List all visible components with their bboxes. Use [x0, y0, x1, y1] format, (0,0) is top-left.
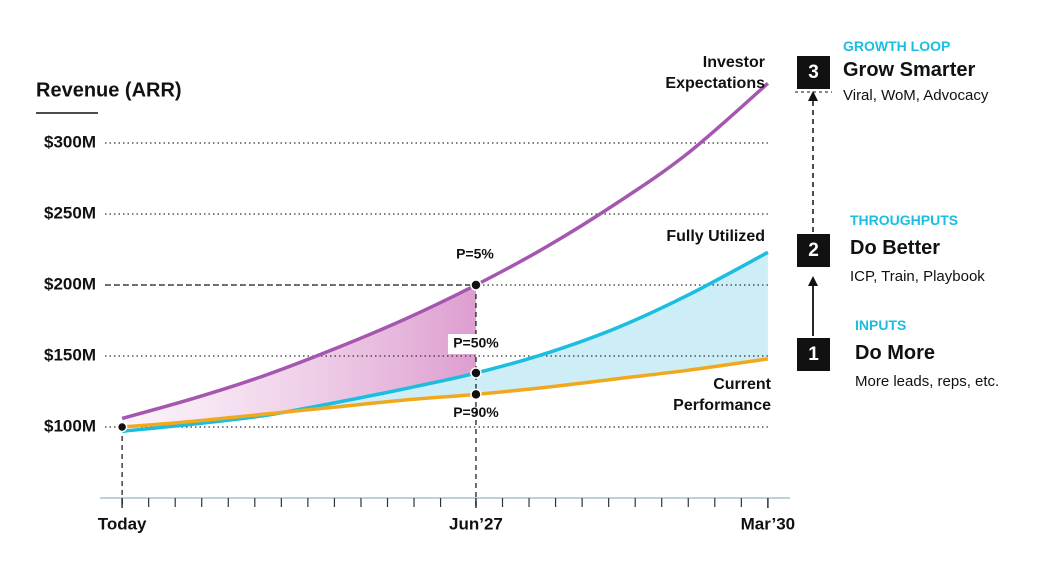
step-title: Grow Smarter — [843, 59, 976, 81]
y-axis-label: Revenue (ARR) — [36, 79, 182, 101]
series-line — [121, 357, 769, 429]
x-tick-label: Jun’27 — [449, 514, 503, 533]
arrow-head — [808, 276, 818, 286]
annotation: P=5% — [456, 246, 494, 262]
step-category: INPUTS — [855, 317, 907, 333]
y-tick-label: $150M — [44, 345, 96, 364]
step-subtitle: Viral, WoM, Advocacy — [843, 87, 989, 104]
point — [470, 367, 482, 379]
step-subtitle: More leads, reps, etc. — [855, 373, 1000, 390]
annotation: P=90% — [453, 404, 499, 420]
annotation: P=50% — [453, 335, 499, 351]
start-point — [116, 421, 128, 433]
series-line — [121, 250, 769, 434]
step-title: Do Better — [850, 237, 941, 259]
series-label: Fully Utilized — [666, 228, 765, 245]
arrow-head — [808, 91, 818, 101]
x-tick-label: Mar’30 — [741, 514, 796, 533]
step-category: GROWTH LOOP — [843, 38, 951, 54]
step-number: 1 — [797, 338, 830, 371]
point — [470, 388, 482, 401]
x-tick-label: Today — [98, 514, 147, 533]
y-tick-label: $300M — [44, 132, 96, 151]
step-category: THROUGHPUTS — [850, 212, 959, 228]
y-tick-label: $100M — [44, 416, 96, 435]
series-label: Investor Expectations — [665, 54, 765, 92]
point — [470, 279, 482, 291]
label-bg — [447, 334, 504, 355]
step-title: Do More — [855, 342, 935, 364]
y-tick-label: $250M — [44, 203, 96, 222]
step-number: 3 — [797, 56, 830, 89]
step-subtitle: ICP, Train, Playbook — [850, 268, 985, 285]
y-tick-label: $200M — [44, 274, 96, 293]
step-number: 2 — [797, 234, 830, 267]
series-line — [121, 82, 770, 421]
gap-area — [122, 252, 768, 427]
series-label: Current Performance — [673, 376, 771, 414]
